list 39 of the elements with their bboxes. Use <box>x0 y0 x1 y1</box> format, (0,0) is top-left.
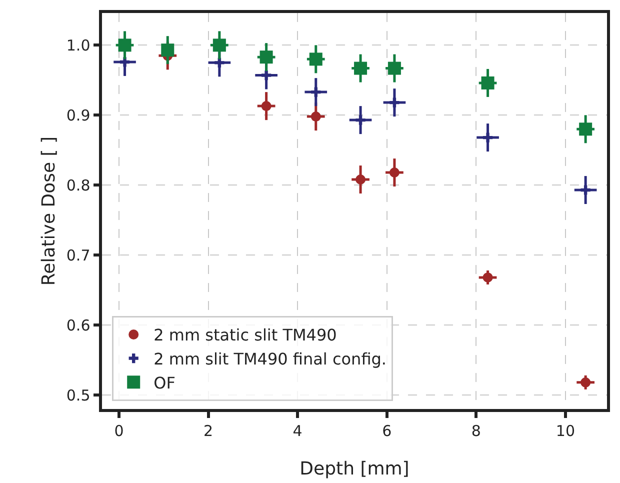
y-tick-label: 0.6 <box>66 316 90 334</box>
legend-label: OF <box>154 373 176 392</box>
point <box>310 112 321 122</box>
y-tick-label: 0.8 <box>66 176 90 194</box>
y-tick-label: 0.5 <box>66 386 90 404</box>
point <box>161 44 174 57</box>
point <box>311 87 321 97</box>
y-tick-label: 1.0 <box>66 36 90 54</box>
point <box>580 377 591 388</box>
point <box>356 174 366 185</box>
point <box>260 50 273 64</box>
point <box>354 62 368 75</box>
point <box>309 52 322 66</box>
y-tick-label: 0.9 <box>66 106 90 124</box>
point <box>214 58 224 68</box>
x-tick-label: 10 <box>556 422 576 440</box>
legend-label: 2 mm static slit TM490 <box>154 326 337 345</box>
point <box>482 272 493 282</box>
legend-label: 2 mm slit TM490 final config. <box>154 350 387 369</box>
y-axis-title: Relative Dose [ ] <box>38 136 60 286</box>
point <box>261 101 272 112</box>
point <box>481 76 494 90</box>
point <box>118 38 132 52</box>
point <box>579 122 592 136</box>
x-tick-label: 0 <box>114 422 124 440</box>
point <box>389 168 400 178</box>
x-tick-label: 4 <box>292 422 302 440</box>
point <box>356 115 366 125</box>
x-tick-label: 2 <box>203 422 214 440</box>
point <box>388 62 401 75</box>
x-tick-label: 8 <box>471 422 481 440</box>
y-tick-label: 0.7 <box>66 246 90 264</box>
point <box>580 185 590 195</box>
x-axis-title: Depth [mm] <box>300 458 410 480</box>
point <box>482 132 493 142</box>
point <box>262 70 272 80</box>
x-tick-label: 6 <box>382 422 392 440</box>
point <box>390 98 400 108</box>
point <box>212 38 226 52</box>
